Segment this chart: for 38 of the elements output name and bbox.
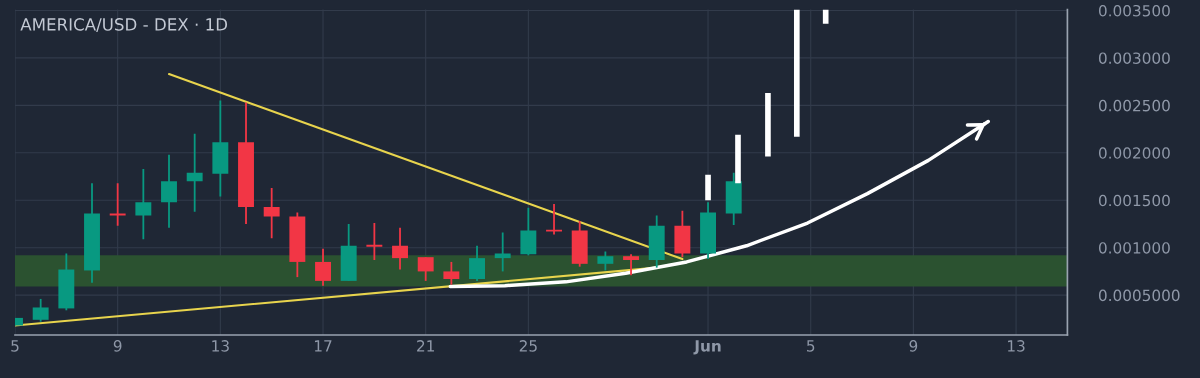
candlestick bbox=[186, 132, 203, 213]
candlestick bbox=[469, 244, 485, 282]
candlestick bbox=[135, 168, 152, 241]
x-tick-label: 17 bbox=[314, 340, 332, 352]
candlestick bbox=[546, 203, 562, 236]
candlestick bbox=[520, 206, 537, 257]
x-tick-label: 25 bbox=[519, 340, 537, 352]
x-tick-label: Jun bbox=[693, 340, 721, 355]
y-tick-label: 0.002000 bbox=[1098, 147, 1170, 159]
y-tick-label: 0.003500 bbox=[1098, 4, 1170, 17]
x-tick-label: 21 bbox=[417, 340, 434, 352]
x-tick-label: 13 bbox=[1008, 340, 1025, 352]
candlestick bbox=[597, 250, 614, 272]
bar bbox=[822, 9, 829, 24]
candlestick bbox=[263, 187, 280, 240]
y-tick-label: 0.003000 bbox=[1098, 52, 1170, 64]
candlestick bbox=[161, 153, 177, 229]
chart-title: AMERICA/USD - DEX · 1D bbox=[20, 18, 228, 33]
x-tick-label: 5 bbox=[807, 340, 815, 352]
candlestick bbox=[32, 298, 49, 323]
x-tick-label: 13 bbox=[212, 340, 229, 352]
x-tick-label: 9 bbox=[909, 340, 918, 352]
y-tick-label: 0.001000 bbox=[1098, 242, 1170, 254]
candlestick bbox=[315, 247, 331, 287]
x-tick-label: 9 bbox=[113, 340, 122, 352]
y-tick-label: 0.0005000 bbox=[1098, 289, 1180, 302]
x-tick-label: 5 bbox=[11, 340, 19, 352]
y-tick-label: 0.001500 bbox=[1098, 194, 1170, 207]
bar bbox=[705, 174, 711, 201]
candlestick bbox=[623, 253, 639, 277]
bar bbox=[793, 9, 800, 137]
bar bbox=[765, 93, 771, 157]
candlestick bbox=[494, 231, 511, 273]
candlestick bbox=[443, 261, 460, 286]
y-tick-label: 0.002500 bbox=[1098, 99, 1170, 112]
candlestick bbox=[366, 222, 383, 261]
candlestick bbox=[417, 256, 434, 282]
candlestick bbox=[392, 226, 408, 271]
